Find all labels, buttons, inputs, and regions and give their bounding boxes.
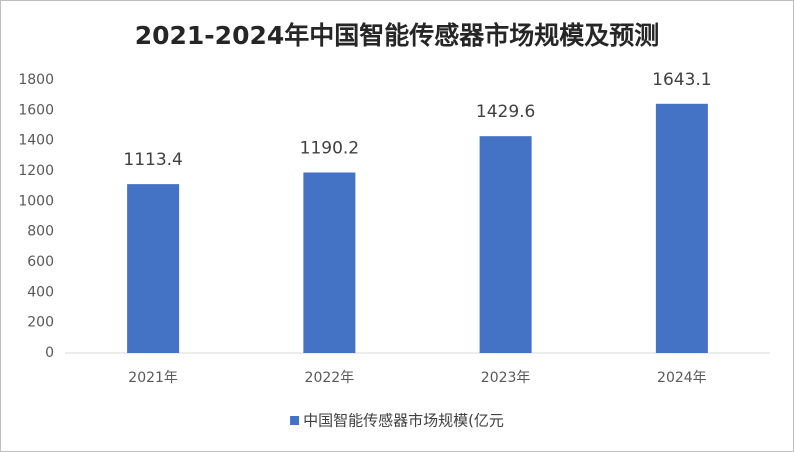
legend-swatch <box>290 416 300 425</box>
x-tick-label: 2021年 <box>128 370 178 386</box>
y-tick-label: 1400 <box>18 133 54 149</box>
bar <box>655 103 708 353</box>
value-label: 1429.6 <box>476 102 535 122</box>
value-label: 1190.2 <box>300 138 359 158</box>
chart-title: 2021-2024年中国智能传感器市场规模及预测 <box>135 21 660 50</box>
y-tick-label: 400 <box>27 284 54 300</box>
x-tick-label: 2024年 <box>657 370 707 386</box>
y-tick-label: 1000 <box>18 193 54 209</box>
bar <box>479 136 532 353</box>
y-tick-label: 1800 <box>18 72 54 88</box>
y-tick-label: 1200 <box>18 163 54 179</box>
bar <box>303 172 356 353</box>
x-tick-label: 2022年 <box>305 370 355 386</box>
y-tick-label: 600 <box>27 254 54 270</box>
bar <box>127 184 180 353</box>
x-tick-label: 2023年 <box>481 370 531 386</box>
value-label: 1643.1 <box>652 70 711 90</box>
y-tick-label: 800 <box>27 224 54 240</box>
y-tick-label: 1600 <box>18 102 54 118</box>
y-tick-label: 200 <box>27 315 54 331</box>
value-label: 1113.4 <box>123 150 182 170</box>
y-tick-label: 0 <box>45 345 54 361</box>
legend-label: 中国智能传感器市场规模(亿元 <box>303 412 504 430</box>
